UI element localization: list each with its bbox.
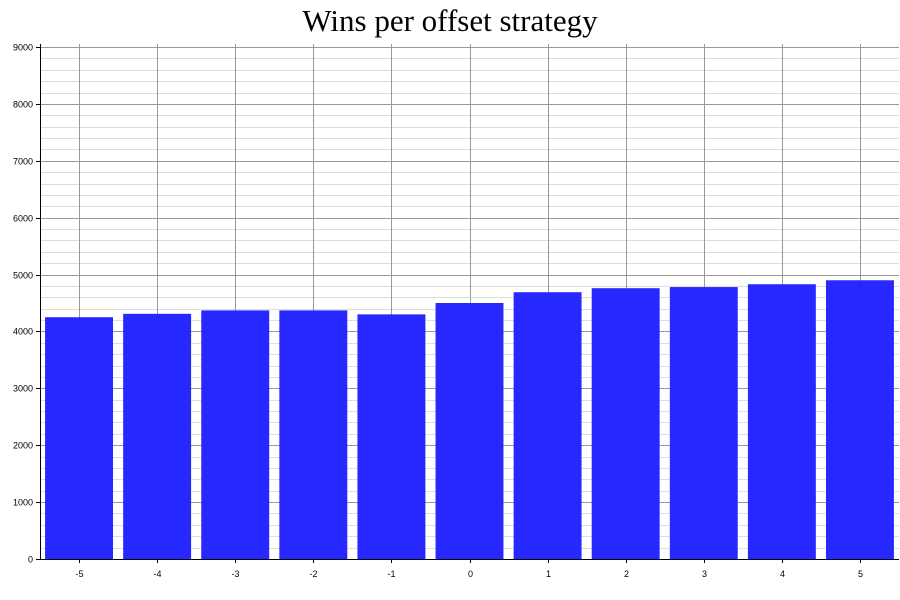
y-tick-label: 7000 xyxy=(13,157,33,167)
tick-labels: 0 1000 2000 3000 4000 5000 6000 7000 8000 9000 -5 -… xyxy=(13,43,863,580)
x-tick-label: -2 xyxy=(309,569,317,579)
bar--5 xyxy=(45,317,114,559)
bars xyxy=(45,280,894,559)
chart-title: Wins per offset strategy xyxy=(302,3,598,38)
bar-2 xyxy=(591,288,660,559)
x-tick-label: -4 xyxy=(153,569,161,579)
bar-0 xyxy=(435,303,504,559)
y-tick-label: 0 xyxy=(28,555,33,565)
x-tick-label: -3 xyxy=(231,569,239,579)
x-tick-label: -5 xyxy=(75,569,83,579)
x-tick-label: 2 xyxy=(624,569,629,579)
axes xyxy=(36,44,899,563)
bar--2 xyxy=(279,310,348,559)
x-tick-label: -1 xyxy=(387,569,395,579)
bar--1 xyxy=(357,314,426,559)
bar--4 xyxy=(123,313,192,559)
y-tick-label: 9000 xyxy=(13,43,33,53)
bar-1 xyxy=(513,292,582,559)
x-tick-label: 1 xyxy=(546,569,551,579)
x-tick-label: 3 xyxy=(702,569,707,579)
y-tick-label: 2000 xyxy=(13,441,33,451)
y-tick-label: 3000 xyxy=(13,384,33,394)
x-tick-label: 5 xyxy=(858,569,863,579)
bar-3 xyxy=(669,287,738,559)
x-tick-label: 0 xyxy=(468,569,473,579)
y-tick-label: 1000 xyxy=(13,498,33,508)
y-tick-label: 5000 xyxy=(13,271,33,281)
bar--3 xyxy=(201,310,270,559)
x-tick-label: 4 xyxy=(780,569,785,579)
y-tick-label: 4000 xyxy=(13,327,33,337)
y-tick-label: 8000 xyxy=(13,100,33,110)
y-tick-label: 6000 xyxy=(13,214,33,224)
bar-5 xyxy=(825,280,894,559)
bar-4 xyxy=(747,284,816,559)
